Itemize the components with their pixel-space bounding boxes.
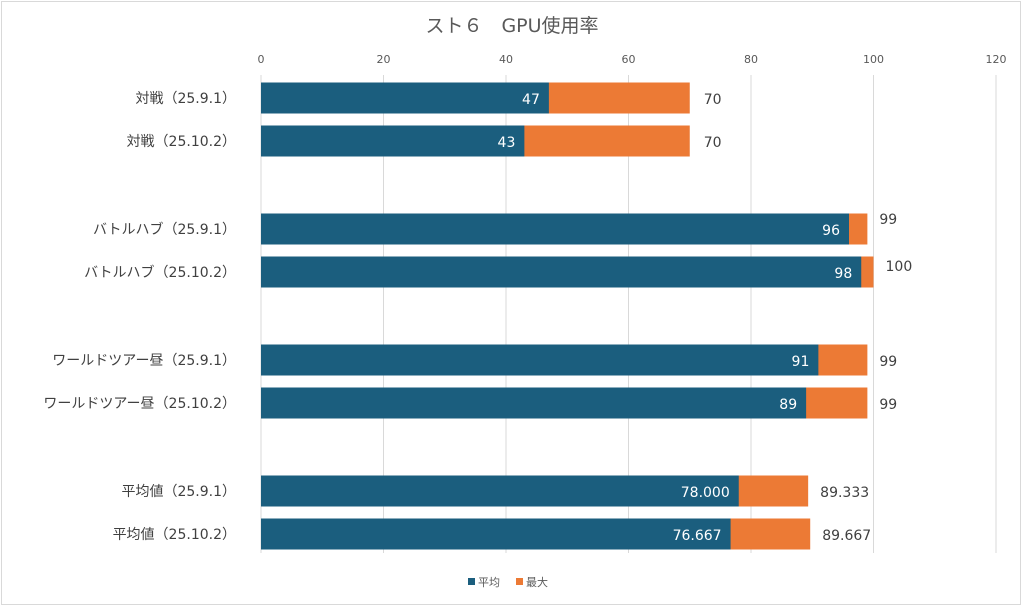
bar-average [261, 125, 525, 157]
legend-swatch [516, 578, 523, 585]
bar-average [261, 475, 739, 507]
y-category-label: ワールドツアー昼（25.9.1） [52, 353, 236, 369]
data-label-max: 99 [879, 397, 897, 413]
data-label-max: 70 [704, 135, 722, 151]
x-tick-label: 100 [863, 53, 884, 66]
data-label-max: 70 [704, 92, 722, 108]
legend-swatch [468, 578, 475, 585]
data-label-average: 91 [792, 354, 810, 370]
bar-average [261, 518, 731, 550]
legend-label: 平均 [478, 576, 500, 589]
data-label-max: 100 [886, 259, 913, 275]
y-category-label: バトルハブ（25.9.1） [93, 221, 236, 238]
data-label-average: 47 [522, 92, 540, 108]
bar-average [261, 344, 819, 376]
legend-label: 最大 [526, 575, 548, 589]
y-category-label: バトルハブ（25.10.2） [84, 264, 236, 281]
data-label-max: 99 [879, 354, 897, 370]
x-tick-label: 40 [499, 53, 513, 66]
data-label-max: 99 [879, 212, 897, 228]
data-label-average: 43 [498, 135, 516, 151]
x-tick-label: 20 [377, 53, 391, 66]
x-tick-label: 60 [622, 53, 636, 66]
data-label-average: 78.000 [681, 485, 730, 501]
data-label-max: 89.667 [822, 528, 871, 544]
bar-average [261, 213, 849, 245]
x-tick-label: 80 [744, 53, 758, 66]
data-label-average: 76.667 [673, 528, 722, 544]
y-category-label: 平均値（25.9.1） [121, 484, 236, 500]
data-label-average: 98 [834, 266, 852, 282]
bar-average [261, 387, 807, 419]
data-label-average: 89 [779, 397, 797, 413]
y-category-label: 対戦（25.10.2） [127, 134, 236, 150]
data-label-average: 96 [822, 223, 840, 239]
bar-average [261, 82, 549, 114]
data-label-max: 89.333 [820, 485, 869, 501]
chart-title: スト６ GPU使用率 [425, 15, 598, 37]
y-category-label: ワールドツアー昼（25.10.2） [43, 396, 236, 412]
y-category-label: 対戦（25.9.1） [135, 91, 236, 107]
x-tick-label: 120 [986, 53, 1007, 66]
bar-average [261, 256, 862, 288]
x-tick-label: 0 [258, 53, 265, 66]
y-category-label: 平均値（25.10.2） [113, 527, 236, 543]
